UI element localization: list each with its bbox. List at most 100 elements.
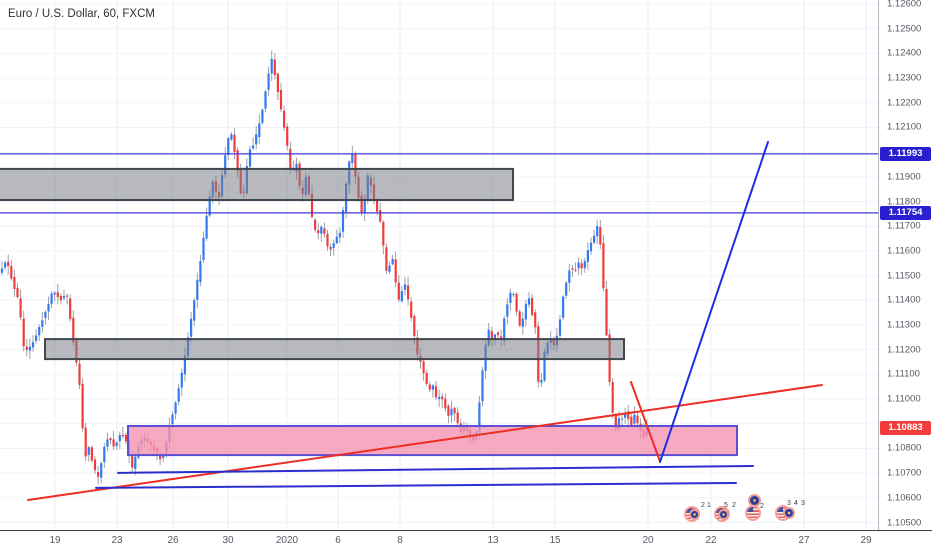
- price-tick-label: 1.12100: [887, 121, 922, 133]
- candle-body: [391, 259, 394, 265]
- candle-body: [558, 319, 562, 336]
- alert-price-label: 1.11754: [880, 205, 931, 220]
- candle-body: [121, 434, 124, 437]
- chart-plot-area[interactable]: Euro / U.S. Dollar, 60, FXCM: [0, 0, 878, 530]
- candle-body: [450, 408, 453, 416]
- candle-body: [431, 385, 434, 390]
- candle-body: [38, 326, 41, 336]
- eu-flag-icon[interactable]: [718, 509, 729, 520]
- us-flag-canton: [747, 507, 753, 513]
- time-axis[interactable]: 19 23 26 30 2020 6 8 13 15 20 22 27 29: [0, 530, 932, 550]
- candle-body: [503, 318, 506, 341]
- candle-body: [515, 293, 518, 312]
- candle-body: [580, 263, 583, 269]
- candle-body: [16, 288, 19, 297]
- candle-body: [59, 295, 62, 301]
- time-tick-label: 6: [335, 535, 341, 546]
- candle-body: [56, 292, 59, 298]
- candle-body: [562, 296, 565, 318]
- candle-body: [543, 351, 546, 381]
- candle-body: [481, 370, 484, 402]
- candle-body: [69, 298, 72, 319]
- candle-body: [410, 301, 413, 318]
- us-flag-canton: [777, 507, 783, 513]
- candle-body: [351, 153, 354, 163]
- price-tick-label: 1.12300: [887, 72, 922, 84]
- candle-body: [534, 312, 537, 328]
- price-tick-label: 1.10700: [887, 467, 922, 479]
- candle-body: [84, 427, 87, 457]
- candle-body: [493, 334, 496, 339]
- price-tick-label: 1.10500: [887, 517, 922, 528]
- candle-body: [636, 415, 639, 424]
- candle-body: [236, 150, 239, 172]
- price-tick-label: 1.11500: [887, 270, 921, 282]
- candle-body: [106, 439, 109, 447]
- candle-body: [329, 246, 332, 250]
- price-tick-label: 1.11800: [887, 196, 921, 208]
- candle-body: [25, 346, 28, 350]
- supply-zone-upper[interactable]: [0, 167, 514, 201]
- candle-body: [264, 91, 267, 109]
- price-tick-label: 1.12600: [887, 0, 922, 10]
- us-flag-icon[interactable]: [745, 505, 761, 521]
- support-line-lower[interactable]: [95, 482, 737, 489]
- candle-body: [258, 123, 261, 137]
- candlestick-canvas[interactable]: [0, 0, 878, 530]
- eu-flag-icon[interactable]: [689, 509, 700, 520]
- candle-body: [100, 463, 103, 478]
- time-tick-label: 13: [487, 535, 499, 546]
- time-tick-label: 15: [549, 535, 561, 546]
- candle-body: [630, 416, 633, 426]
- candle-body: [456, 412, 459, 424]
- candle-body: [531, 298, 534, 315]
- price-tick-label: 1.11900: [887, 171, 921, 183]
- candle-body: [354, 153, 357, 177]
- candle-body: [338, 232, 341, 238]
- candle-body: [103, 446, 106, 462]
- candle-body: [174, 402, 177, 414]
- price-tick-label: 1.11300: [887, 319, 921, 331]
- time-tick-label: 8: [397, 535, 403, 546]
- candle-body: [310, 194, 314, 217]
- candle-body: [233, 134, 236, 152]
- candle-body: [19, 298, 22, 318]
- rally-projection-blue[interactable]: [659, 141, 769, 463]
- candle-body: [171, 414, 174, 425]
- candle-body: [565, 282, 568, 296]
- candle-body: [53, 292, 56, 295]
- candle-body: [447, 405, 450, 416]
- candle-body: [360, 195, 363, 213]
- candle-body: [7, 261, 10, 267]
- candle-body: [177, 388, 180, 402]
- candle-body: [273, 59, 276, 75]
- candle-body: [323, 228, 326, 234]
- candle-body: [434, 386, 438, 398]
- candle-body: [41, 320, 44, 327]
- rising-red-trendline[interactable]: [27, 384, 823, 501]
- candle-body: [208, 196, 211, 216]
- candle-body: [270, 58, 273, 74]
- candle-body: [205, 215, 208, 239]
- time-tick-label: 2020: [275, 535, 299, 546]
- eu-flag-icon[interactable]: [783, 507, 795, 519]
- price-tick-label: 1.11400: [887, 294, 921, 306]
- candle-body: [577, 262, 580, 269]
- price-axis[interactable]: 1.12600 1.12500 1.12400 1.12300 1.12200 1.121…: [878, 0, 932, 530]
- candle-body: [379, 210, 382, 222]
- candle-body: [230, 134, 233, 140]
- price-tick-label: 1.11600: [887, 245, 921, 257]
- symbol-title[interactable]: Euro / U.S. Dollar, 60, FXCM: [8, 8, 155, 20]
- candle-body: [283, 110, 286, 128]
- candle-body: [589, 242, 593, 252]
- candle-body: [276, 73, 279, 93]
- support-line-upper[interactable]: [117, 465, 754, 474]
- candle-body: [72, 317, 75, 343]
- supply-zone-mid[interactable]: [44, 338, 625, 361]
- drop-projection-red[interactable]: [630, 381, 661, 463]
- price-tick-label: 1.10600: [887, 492, 922, 504]
- candle-body: [627, 411, 630, 419]
- candle-body: [425, 372, 428, 384]
- candle-body: [512, 294, 515, 296]
- candle-body: [4, 262, 7, 268]
